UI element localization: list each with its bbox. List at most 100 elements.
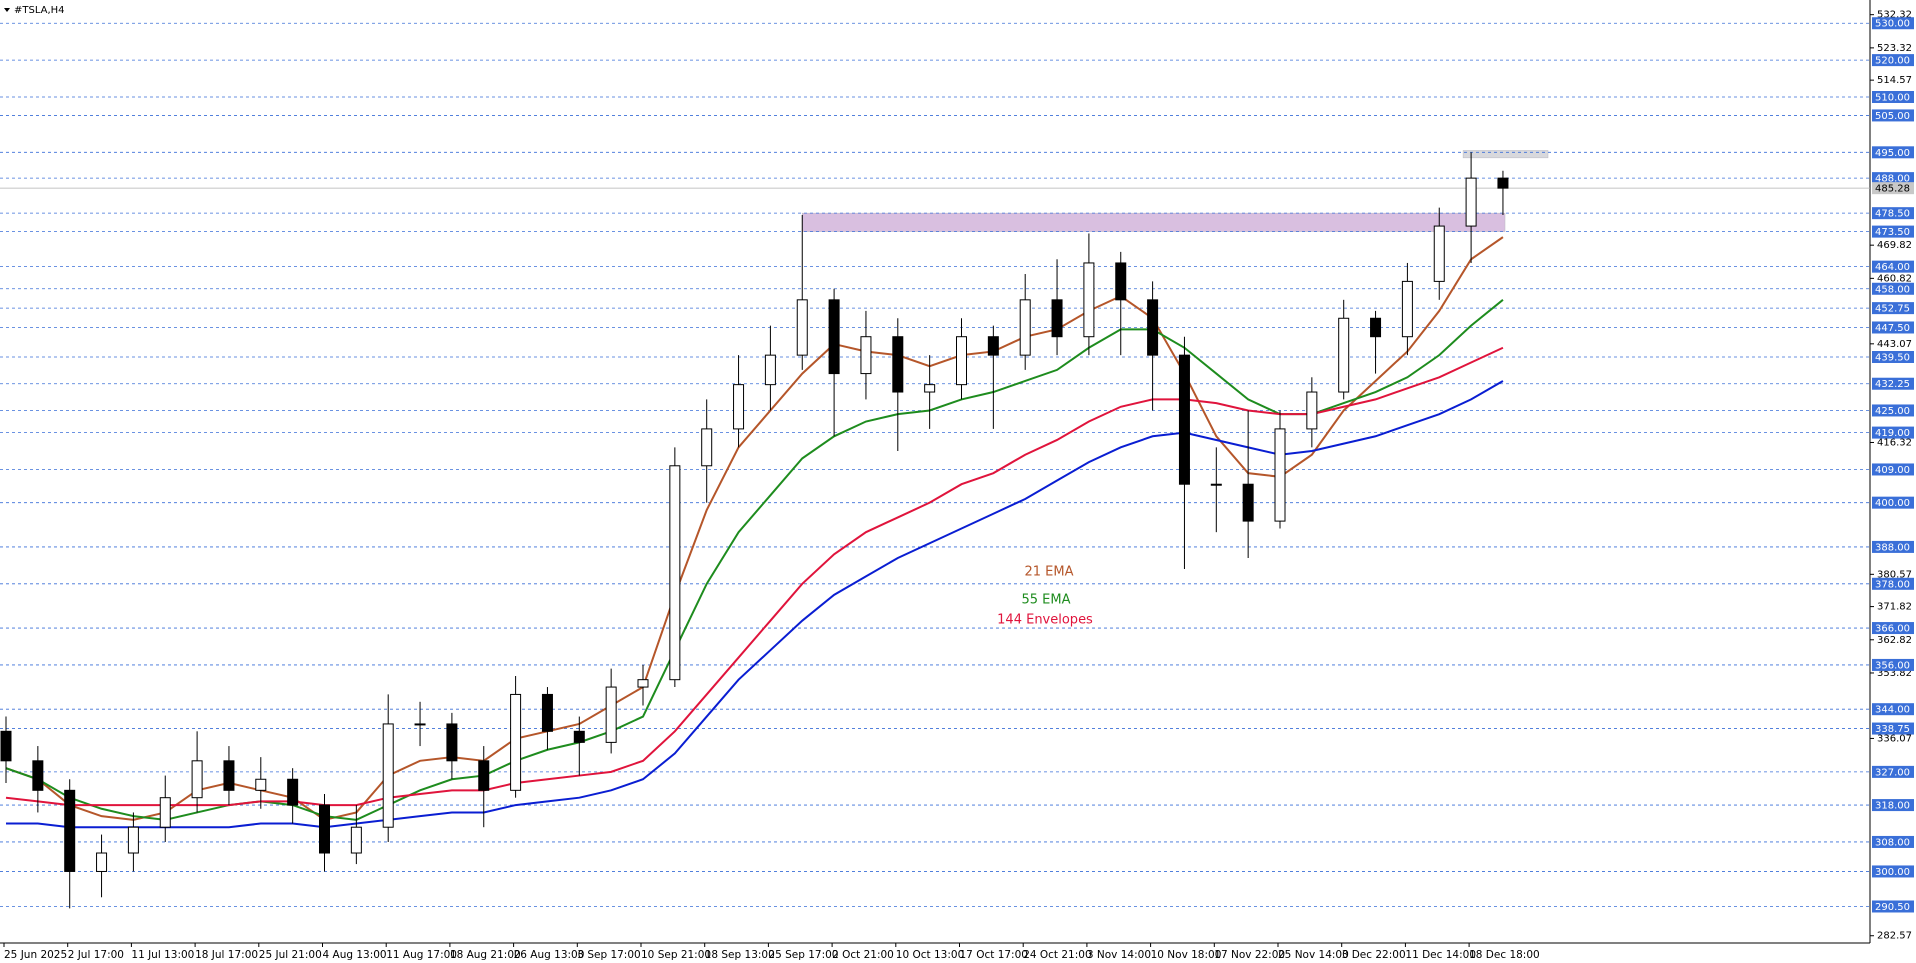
candle-body xyxy=(382,723,394,828)
level-label: 464.00 xyxy=(1875,262,1910,273)
x-tick-label: 10 Nov 18:00 xyxy=(1151,949,1222,961)
zone xyxy=(802,212,1506,232)
candle-body xyxy=(605,686,617,743)
candle-body xyxy=(1338,317,1350,393)
y-tick-label: 416.32 xyxy=(1877,437,1912,448)
candle-body xyxy=(1497,177,1509,189)
x-tick-label: 3 Dec 22:00 xyxy=(1342,949,1406,961)
x-tick-label: 26 Aug 13:00 xyxy=(514,949,585,961)
y-tick-label: 460.82 xyxy=(1877,273,1912,284)
menu-arrow xyxy=(4,8,10,12)
candle-body xyxy=(924,384,936,393)
level-label: 510.00 xyxy=(1875,92,1910,103)
level-label: 308.00 xyxy=(1875,837,1910,848)
candle-body xyxy=(446,723,458,762)
candle-body xyxy=(796,299,808,356)
x-tick-label: 24 Oct 21:00 xyxy=(1023,949,1091,961)
level-label: 318.00 xyxy=(1875,801,1910,812)
candle-body xyxy=(159,797,171,828)
level-label: 488.00 xyxy=(1875,174,1910,185)
candle-body xyxy=(191,760,203,799)
level-label: 378.00 xyxy=(1875,579,1910,590)
level-label: 447.50 xyxy=(1875,323,1910,334)
level-label: 419.00 xyxy=(1875,428,1910,439)
candle-body xyxy=(127,826,139,854)
x-tick-label: 3 Sep 17:00 xyxy=(577,949,640,961)
y-tick-label: 443.07 xyxy=(1877,339,1912,350)
candle-body xyxy=(255,778,267,791)
level-label: 530.00 xyxy=(1875,19,1910,30)
x-tick-label: 25 Jun 2025 xyxy=(4,949,67,961)
y-tick-label: 336.07 xyxy=(1877,733,1912,744)
candle-body xyxy=(764,354,776,386)
level-label-box xyxy=(1872,302,1914,315)
level-label: 473.50 xyxy=(1875,227,1910,238)
level-label: 432.25 xyxy=(1875,379,1910,390)
candle-body xyxy=(1147,299,1159,356)
candle-body xyxy=(32,760,44,791)
level-label: 409.00 xyxy=(1875,465,1910,476)
level-label: 452.75 xyxy=(1875,304,1910,315)
y-tick-label: 514.57 xyxy=(1877,75,1912,86)
level-label-box xyxy=(1872,703,1914,716)
level-label: 388.00 xyxy=(1875,542,1910,553)
y-tick-label: 282.57 xyxy=(1877,931,1912,942)
zone xyxy=(1462,150,1549,159)
y-tick-label: 469.82 xyxy=(1877,240,1912,251)
candle-body xyxy=(1083,262,1095,338)
level-label-box xyxy=(1872,865,1914,878)
y-tick-label: 371.82 xyxy=(1877,602,1912,613)
level-label-box xyxy=(1872,799,1914,812)
indicator-label: 21 EMA xyxy=(1025,565,1074,580)
x-tick-label: 11 Dec 14:00 xyxy=(1405,949,1476,961)
level-label-box xyxy=(1872,426,1914,439)
indicator-label: 55 EMA xyxy=(1022,593,1071,608)
level-label: 356.00 xyxy=(1875,660,1910,671)
level-label: 338.75 xyxy=(1875,724,1910,735)
level-label-box xyxy=(1872,900,1914,913)
x-tick-label: 4 Aug 13:00 xyxy=(323,949,387,961)
candle-body xyxy=(1210,483,1222,486)
candle-body xyxy=(1115,262,1127,301)
level-label-box xyxy=(1872,765,1914,778)
candle-body xyxy=(669,465,681,681)
x-tick-label: 11 Jul 13:00 xyxy=(131,949,194,961)
y-tick-label: 532.32 xyxy=(1877,10,1912,21)
candle-body xyxy=(701,428,713,467)
candle-body xyxy=(414,723,426,726)
candle-body xyxy=(637,679,649,688)
candle-body xyxy=(1019,299,1031,356)
level-label-box xyxy=(1872,172,1914,185)
x-tick-label: 10 Oct 13:00 xyxy=(896,949,964,961)
level-label-box xyxy=(1872,658,1914,671)
level-label: 439.50 xyxy=(1875,352,1910,363)
level-label-box xyxy=(1872,577,1914,590)
candle-body xyxy=(1051,299,1063,338)
level-label: 478.50 xyxy=(1875,209,1910,220)
level-label: 425.00 xyxy=(1875,406,1910,417)
candle-body xyxy=(0,730,12,762)
level-label-box xyxy=(1872,207,1914,220)
x-tick-label: 2 Jul 17:00 xyxy=(68,949,124,961)
x-tick-label: 18 Dec 18:00 xyxy=(1469,949,1540,961)
level-label: 344.00 xyxy=(1875,705,1910,716)
y-tick-label: 523.32 xyxy=(1877,43,1912,54)
level-label-box xyxy=(1872,496,1914,509)
candle-body xyxy=(1370,317,1382,338)
level-label-box xyxy=(1872,321,1914,334)
candle-body xyxy=(223,760,235,791)
level-label-box xyxy=(1872,54,1914,67)
candle-body xyxy=(1274,428,1286,522)
level-label-box xyxy=(1872,622,1914,635)
x-tick-label: 2 Oct 21:00 xyxy=(832,949,894,961)
level-label-box xyxy=(1872,404,1914,417)
candle-body xyxy=(287,778,299,806)
indicator-line xyxy=(6,380,1504,829)
x-tick-label: 11 Aug 17:00 xyxy=(386,949,457,961)
level-label-box xyxy=(1872,109,1914,122)
candle-body xyxy=(96,852,108,872)
level-label: 366.00 xyxy=(1875,624,1910,635)
x-tick-label: 25 Nov 14:00 xyxy=(1278,949,1349,961)
